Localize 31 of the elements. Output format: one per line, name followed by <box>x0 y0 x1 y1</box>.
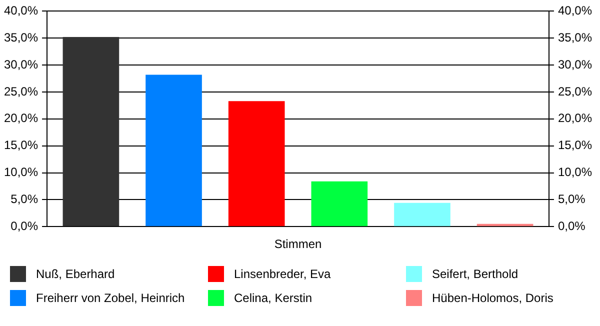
legend-label: Hüben-Holomos, Doris <box>432 291 554 305</box>
y-tick-label: 20,0% <box>4 111 38 126</box>
text: 10,0% <box>558 165 592 180</box>
legend-label: Celina, Kerstin <box>234 291 312 305</box>
bar <box>62 37 120 226</box>
legend-label: Nuß, Eberhard <box>36 267 115 281</box>
y-tick-label: 30,0% <box>4 57 38 72</box>
legend-label: Freiherr von Zobel, Heinrich <box>36 291 185 305</box>
y-tick-label: 25,0% <box>4 84 38 98</box>
text: 0,0% <box>558 218 586 233</box>
y-tick-label: 0,0% <box>10 218 38 233</box>
text: 40,0% <box>558 4 592 18</box>
bar <box>311 181 368 226</box>
bar <box>476 224 534 226</box>
bar <box>228 101 285 226</box>
y-tick-label: 5,0% <box>10 192 38 206</box>
y-tick-label: 40,0% <box>4 4 38 18</box>
legend-label: Seifert, Berthold <box>432 267 518 281</box>
text: 35,0% <box>558 30 592 44</box>
y-tick-label: 10,0% <box>4 165 38 180</box>
text: 25,0% <box>558 84 592 98</box>
y-tick-label: 35,0% <box>4 30 38 44</box>
y-tick-label: 15,0% <box>4 138 38 152</box>
text: 30,0% <box>558 57 592 72</box>
text: 20,0% <box>558 111 592 126</box>
bar <box>394 202 450 226</box>
text: 5,0% <box>558 192 586 206</box>
legend-label: Linsenbreder, Eva <box>234 267 331 281</box>
x-tick-label: Stimmen <box>274 237 322 252</box>
bar <box>146 74 202 226</box>
text: 15,0% <box>558 138 592 152</box>
